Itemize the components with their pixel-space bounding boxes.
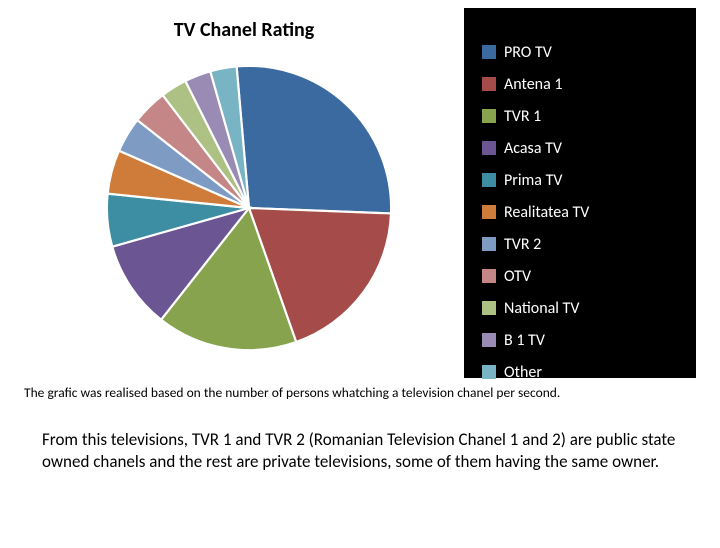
legend-item: Other: [482, 356, 682, 388]
legend-swatch: [482, 333, 496, 347]
legend-swatch: [482, 365, 496, 379]
body-paragraph: From this televisions, TVR 1 and TVR 2 (…: [42, 429, 678, 473]
legend-swatch: [482, 45, 496, 59]
chart-legend: PRO TV Antena 1 TVR 1 Acasa TV Prima TV Reali…: [482, 36, 682, 388]
legend-item: Realitatea TV: [482, 196, 682, 228]
legend-item: PRO TV: [482, 36, 682, 68]
legend-label: B 1 TV: [504, 331, 545, 350]
legend-label: Acasa TV: [504, 139, 562, 158]
legend-swatch: [482, 301, 496, 315]
chart-title: TV Chanel Rating: [24, 18, 464, 42]
legend-swatch: [482, 205, 496, 219]
legend-item: Prima TV: [482, 164, 682, 196]
legend-swatch: [482, 77, 496, 91]
legend-label: OTV: [504, 267, 531, 286]
legend-swatch: [482, 109, 496, 123]
legend-label: National TV: [504, 299, 579, 318]
legend-item: TVR 1: [482, 100, 682, 132]
pie-slice: [237, 66, 391, 214]
legend-swatch: [482, 141, 496, 155]
legend-swatch: [482, 237, 496, 251]
chart-plot-area: TV Chanel Rating: [24, 8, 464, 378]
legend-label: Antena 1: [504, 75, 562, 94]
legend-label: Prima TV: [504, 171, 562, 190]
legend-label: PRO TV: [504, 43, 552, 62]
legend-item: National TV: [482, 292, 682, 324]
legend-label: TVR 2: [504, 235, 541, 254]
legend-item: TVR 2: [482, 228, 682, 260]
legend-label: TVR 1: [504, 107, 541, 126]
legend-label: Other: [504, 363, 542, 382]
legend-swatch: [482, 269, 496, 283]
pie-chart: [104, 63, 394, 353]
legend-item: Acasa TV: [482, 132, 682, 164]
legend-item: Antena 1: [482, 68, 682, 100]
legend-label: Realitatea TV: [504, 203, 589, 222]
legend-item: OTV: [482, 260, 682, 292]
legend-item: B 1 TV: [482, 324, 682, 356]
legend-swatch: [482, 173, 496, 187]
chart-panel: TV Chanel Rating PRO TV Antena 1 TVR 1 Acas…: [24, 8, 696, 378]
